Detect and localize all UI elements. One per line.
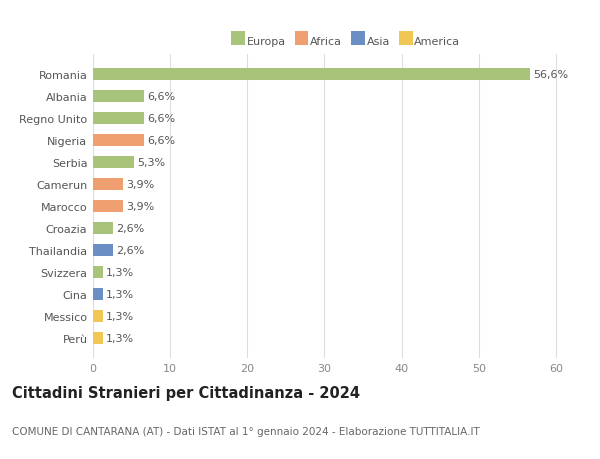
Bar	[93, 179, 123, 190]
Bar	[93, 157, 134, 169]
Bar	[93, 244, 113, 257]
Legend: Europa, Africa, Asia, America: Europa, Africa, Asia, America	[231, 36, 460, 46]
Bar	[93, 266, 103, 279]
Bar	[93, 91, 144, 103]
Bar	[93, 113, 144, 125]
Text: 5,3%: 5,3%	[137, 158, 165, 168]
Text: 1,3%: 1,3%	[106, 289, 134, 299]
Text: 3,9%: 3,9%	[126, 202, 154, 212]
Text: 2,6%: 2,6%	[116, 224, 145, 234]
Text: 6,6%: 6,6%	[147, 136, 175, 146]
Text: 6,6%: 6,6%	[147, 114, 175, 124]
Text: COMUNE DI CANTARANA (AT) - Dati ISTAT al 1° gennaio 2024 - Elaborazione TUTTITAL: COMUNE DI CANTARANA (AT) - Dati ISTAT al…	[12, 426, 480, 436]
Bar	[93, 310, 103, 322]
Bar	[93, 201, 123, 213]
Text: Cittadini Stranieri per Cittadinanza - 2024: Cittadini Stranieri per Cittadinanza - 2…	[12, 385, 360, 400]
Bar	[93, 69, 530, 81]
Text: 6,6%: 6,6%	[147, 92, 175, 102]
Bar	[93, 332, 103, 344]
Text: 56,6%: 56,6%	[533, 70, 568, 80]
Text: 2,6%: 2,6%	[116, 246, 145, 255]
Bar	[93, 134, 144, 147]
Bar	[93, 288, 103, 300]
Bar	[93, 223, 113, 235]
Text: 1,3%: 1,3%	[106, 311, 134, 321]
Text: 1,3%: 1,3%	[106, 268, 134, 277]
Text: 3,9%: 3,9%	[126, 179, 154, 190]
Text: 1,3%: 1,3%	[106, 333, 134, 343]
